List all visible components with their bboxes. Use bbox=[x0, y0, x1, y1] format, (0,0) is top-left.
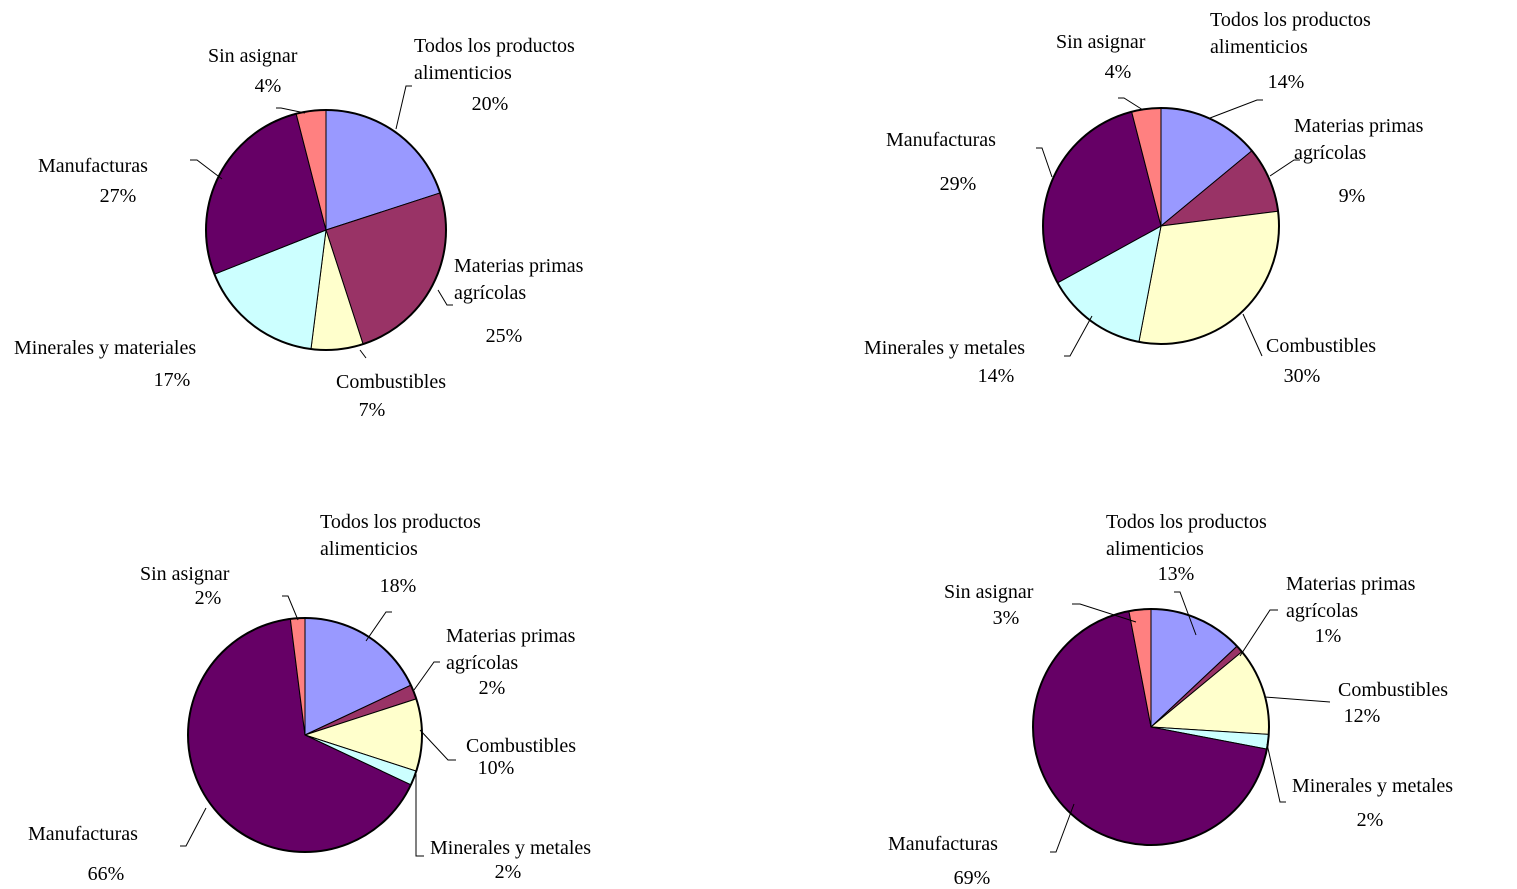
leader-line-manufacturas bbox=[180, 807, 207, 847]
leader-line-sin-asignar bbox=[1118, 97, 1144, 111]
slice-label-sin-asignar: Sin asignar bbox=[1056, 31, 1146, 53]
leader-line-combustibles bbox=[1242, 313, 1263, 357]
slice-percent-alimentos: 20% bbox=[472, 93, 509, 115]
leader-line-materias-primas bbox=[1239, 609, 1278, 657]
slice-percent-combustibles: 10% bbox=[478, 757, 515, 779]
pie-chart-1: Todos los productos alimenticios 20% Materi… bbox=[14, 35, 584, 421]
slice-label-alimentos: Todos los productos bbox=[414, 35, 575, 57]
leader-line-sin-asignar bbox=[1072, 603, 1137, 623]
leader-line-sin-asignar bbox=[282, 595, 299, 621]
leader-line-combustibles bbox=[1264, 696, 1331, 703]
pie-outline bbox=[1042, 107, 1280, 345]
leader-line-minerales bbox=[1266, 743, 1286, 803]
slice-label-minerales: Minerales y materiales bbox=[14, 337, 196, 359]
slice-percent-minerales: 2% bbox=[1357, 809, 1384, 831]
leader-line-combustibles bbox=[359, 349, 367, 359]
leader-line-minerales bbox=[1064, 315, 1093, 357]
slice-percent-alimentos: 13% bbox=[1158, 563, 1195, 585]
slice-percent-minerales: 14% bbox=[978, 365, 1015, 387]
pie-outline bbox=[187, 617, 423, 853]
slice-label-sin-asignar: Sin asignar bbox=[140, 563, 230, 585]
slice-percent-materias-primas: 9% bbox=[1339, 185, 1366, 207]
slice-label-alimentos: Todos los productos bbox=[1106, 511, 1267, 533]
leader-line-sin-asignar bbox=[276, 107, 306, 114]
slice-label-alimentos: alimenticios bbox=[1106, 538, 1204, 560]
slice-label-manufacturas: Manufacturas bbox=[38, 155, 148, 177]
slice-label-materias-primas: Materias primas bbox=[454, 255, 584, 277]
slice-percent-sin-asignar: 4% bbox=[1105, 61, 1132, 83]
slice-label-combustibles: Combustibles bbox=[1266, 335, 1376, 357]
slice-label-alimentos: Todos los productos bbox=[320, 511, 481, 533]
pie-outline bbox=[1032, 608, 1270, 846]
slice-label-combustibles: Combustibles bbox=[466, 735, 576, 757]
slice-label-combustibles: Combustibles bbox=[336, 371, 446, 393]
slice-label-manufacturas: Manufacturas bbox=[28, 823, 138, 845]
leader-line-combustibles bbox=[419, 729, 456, 761]
slice-percent-alimentos: 18% bbox=[380, 575, 417, 597]
slice-percent-materias-primas: 2% bbox=[479, 677, 506, 699]
slice-label-materias-primas: Materias primas bbox=[446, 625, 576, 647]
leader-line-materias-primas bbox=[1269, 159, 1300, 177]
slice-label-minerales: Minerales y metales bbox=[1292, 775, 1453, 797]
slice-label-alimentos: alimenticios bbox=[1210, 36, 1308, 58]
slice-percent-sin-asignar: 3% bbox=[993, 607, 1020, 629]
leader-line-materias-primas bbox=[413, 661, 440, 691]
slice-label-sin-asignar: Sin asignar bbox=[944, 581, 1034, 603]
slice-label-materias-primas: agrícolas bbox=[1286, 600, 1358, 622]
pie-chart-3: Todos los productos alimenticios 18% Materi… bbox=[28, 511, 591, 885]
leader-line-alimentos bbox=[365, 611, 392, 642]
leader-line-manufacturas bbox=[1036, 147, 1053, 178]
slice-percent-alimentos: 14% bbox=[1268, 71, 1305, 93]
slice-percent-sin-asignar: 4% bbox=[255, 75, 282, 97]
slice-percent-materias-primas: 25% bbox=[486, 325, 523, 347]
slice-label-alimentos: Todos los productos bbox=[1210, 9, 1371, 31]
leader-line-manufacturas bbox=[1050, 803, 1075, 853]
slice-label-manufacturas: Manufacturas bbox=[886, 129, 996, 151]
slice-percent-combustibles: 12% bbox=[1344, 705, 1381, 727]
slice-label-minerales: Minerales y metales bbox=[430, 837, 591, 859]
leader-line-alimentos bbox=[1209, 99, 1263, 119]
leader-line-minerales bbox=[415, 774, 424, 857]
leader-line-manufacturas bbox=[190, 159, 223, 180]
slice-label-alimentos: alimenticios bbox=[414, 62, 512, 84]
pie-chart-2: Todos los productos alimenticios 14% Materi… bbox=[864, 9, 1424, 387]
slice-percent-manufacturas: 27% bbox=[100, 185, 137, 207]
slice-percent-manufacturas: 66% bbox=[88, 863, 125, 885]
slice-percent-combustibles: 30% bbox=[1284, 365, 1321, 387]
slice-percent-minerales: 2% bbox=[495, 861, 522, 883]
slice-label-materias-primas: agrícolas bbox=[446, 652, 518, 674]
slice-percent-manufacturas: 69% bbox=[954, 867, 991, 889]
slice-label-materias-primas: agrícolas bbox=[454, 282, 526, 304]
slice-label-minerales: Minerales y metales bbox=[864, 337, 1025, 359]
slice-label-sin-asignar: Sin asignar bbox=[208, 45, 298, 67]
slice-percent-combustibles: 7% bbox=[359, 399, 386, 421]
pie-outline bbox=[205, 109, 447, 351]
slice-label-materias-primas: agrícolas bbox=[1294, 142, 1366, 164]
slice-percent-manufacturas: 29% bbox=[940, 173, 977, 195]
slice-label-combustibles: Combustibles bbox=[1338, 679, 1448, 701]
slice-label-manufacturas: Manufacturas bbox=[888, 833, 998, 855]
pie-chart-4: Todos los productos alimenticios 13% Materi… bbox=[888, 511, 1453, 889]
leader-line-alimentos bbox=[395, 85, 412, 130]
slice-label-materias-primas: Materias primas bbox=[1286, 573, 1416, 595]
leader-line-materias-primas bbox=[437, 289, 453, 306]
slice-label-alimentos: alimenticios bbox=[320, 538, 418, 560]
slice-label-materias-primas: Materias primas bbox=[1294, 115, 1424, 137]
slice-percent-minerales: 17% bbox=[154, 369, 191, 391]
leader-line-alimentos bbox=[1174, 591, 1197, 636]
slice-percent-sin-asignar: 2% bbox=[195, 587, 222, 609]
slice-percent-materias-primas: 1% bbox=[1315, 625, 1342, 647]
